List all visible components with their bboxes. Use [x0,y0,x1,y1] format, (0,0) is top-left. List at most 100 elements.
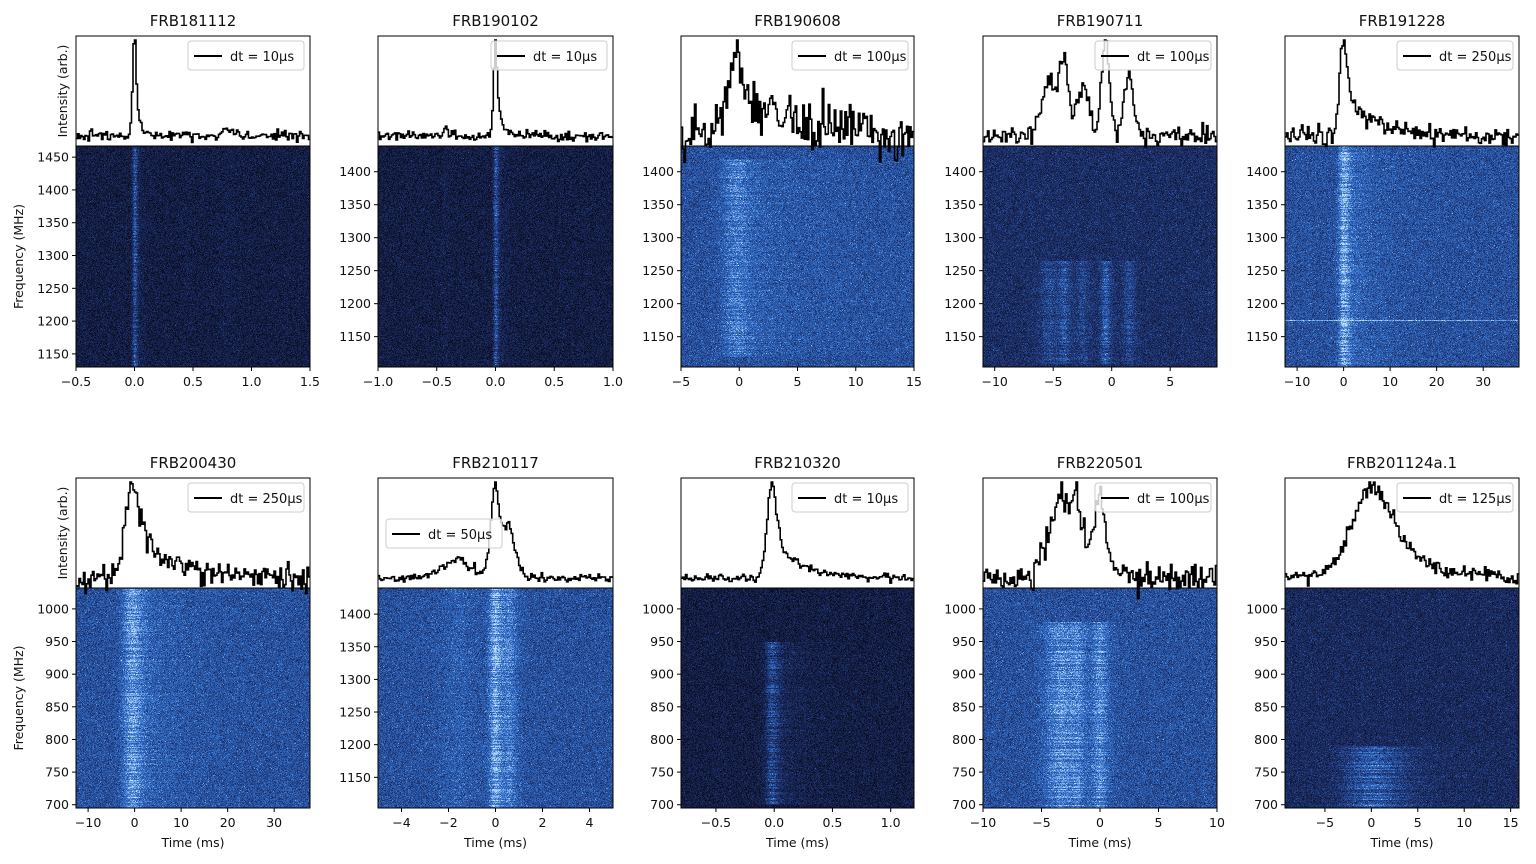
x-tick-label: −0.5 [61,374,91,389]
panel-frb190711: dt = 100μs FRB190711 −10 −5 0 5 1400 1350 1300 12… [944,12,1218,389]
profile-line [378,481,613,583]
y-tick-label: 1250 [1246,263,1278,278]
y-tick-label: 800 [45,732,69,747]
y-tick-label: 1200 [339,737,371,752]
profile-line [681,39,914,164]
y-tick-label: 1300 [339,230,371,245]
profile-y-axis-label: Intensity (arb.) [55,487,70,580]
y-tick-label: 1150 [642,329,674,344]
y-tick-label: 950 [952,634,976,649]
spectrum-frame [1284,587,1520,809]
panel-title: FRB210320 [754,454,841,472]
profile-y-axis-label: Intensity (arb.) [55,45,70,138]
y-tick-label: 1300 [944,230,976,245]
legend: dt = 100μs [1094,482,1212,513]
y-tick-label: 850 [45,699,69,714]
legend-label: dt = 10μs [230,50,294,65]
panel-title: FRB220501 [1057,454,1144,472]
x-tick-label: 0.5 [823,815,843,830]
legend-label: dt = 100μs [1137,50,1210,65]
legend: dt = 10μs [187,40,305,71]
spectrum-frame [75,587,311,809]
y-tick-label: 1200 [944,296,976,311]
legend: dt = 100μs [1094,40,1212,71]
panel-title: FRB201124a.1 [1347,454,1457,472]
panel-title: FRB181112 [150,12,237,30]
legend-label: dt = 50μs [428,528,492,543]
legend-label: dt = 10μs [834,492,898,507]
y-tick-label: 1300 [642,230,674,245]
legend-box [385,518,503,549]
y-tick-label: 1350 [1246,197,1278,212]
y-tick-label: 900 [952,667,976,682]
y-tick-label: 1000 [944,601,976,616]
panel-frb220501: dt = 100μs FRB220501 −10 −5 0 5 10 1000 950 900 85… [944,454,1225,850]
x-tick-label: 0 [492,815,500,830]
x-tick-label: 10 [1209,815,1225,830]
x-tick-label: 1.0 [603,374,623,389]
y-tick-label: 800 [952,732,976,747]
x-tick-label: 5 [1414,815,1422,830]
legend-label: dt = 250μs [1439,50,1512,65]
y-tick-label: 700 [1254,797,1278,812]
panel-title: FRB200430 [150,454,237,472]
x-tick-label: −10 [982,374,1008,389]
y-tick-label: 700 [45,797,69,812]
panel-frb210320: dt = 10μs FRB210320 −0.5 0.0 0.5 1.0 1000 950 90… [642,454,915,850]
x-tick-label: 30 [266,815,282,830]
panel-frb181112: dt = 10μs FRB181112 −0.5 0.0 0.5 1.0 1.5 1450 14… [11,12,320,389]
legend: dt = 10μs [490,40,608,71]
y-tick-label: 750 [952,765,976,780]
x-tick-label: 15 [1503,815,1519,830]
legend: dt = 100μs [791,40,909,71]
x-tick-label: 1.0 [881,815,901,830]
profile-line [983,39,1217,148]
y-tick-label: 850 [1254,699,1278,714]
y-tick-label: 950 [45,634,69,649]
x-tick-label: 0 [1096,815,1104,830]
legend: dt = 250μs [1396,40,1514,71]
y-tick-label: 1150 [37,346,69,361]
x-tick-label: 20 [220,815,236,830]
x-tick-label: 5 [794,374,802,389]
x-axis-label: Time (ms) [765,835,829,850]
x-tick-label: 10 [848,374,864,389]
y-tick-label: 1150 [339,770,371,785]
profile-line [1285,39,1519,148]
y-tick-label: 1150 [944,329,976,344]
y-tick-label: 1200 [339,296,371,311]
y-tick-label: 850 [650,699,674,714]
legend-box [1396,40,1514,71]
y-tick-label: 950 [1254,634,1278,649]
y-tick-label: 900 [1254,667,1278,682]
legend-box [490,40,608,71]
legend: dt = 10μs [791,482,909,513]
x-tick-label: 1.0 [242,374,262,389]
y-tick-label: 1250 [944,263,976,278]
y-tick-label: 700 [650,797,674,812]
panel-frb201124a.1: dt = 125μs FRB201124a.1 −5 0 5 10 15 1000 950 900… [1246,454,1520,850]
x-tick-label: 10 [173,815,189,830]
spectrum-frame [377,145,614,368]
x-tick-label: 0.0 [486,374,506,389]
spectrum-frame [680,587,915,809]
x-axis-label: Time (ms) [1369,835,1433,850]
y-tick-label: 1400 [339,607,371,622]
panel-frb200430: dt = 250μs FRB200430 −10 0 10 20 30 1000 950 900 8… [11,454,311,850]
x-tick-label: 0.5 [183,374,203,389]
profile-line [681,481,914,584]
panel-frb190608: dt = 100μs FRB190608 −5 0 5 10 15 1400 1350 1300 1… [642,12,922,389]
y-tick-label: 900 [650,667,674,682]
x-tick-label: 4 [586,815,594,830]
dynamic-spectrum-frb190608 [681,146,914,367]
legend-label: dt = 250μs [230,492,303,507]
dynamic-spectrum-frb201124a.1 [1285,588,1519,808]
legend-box [187,482,305,513]
y-tick-label: 1450 [37,150,69,165]
legend-box [1094,40,1212,71]
panel-frb210117: dt = 50μs FRB210117 −4 −2 0 2 4 1400 1350 1300 125… [339,454,614,850]
y-tick-label: 850 [952,699,976,714]
legend: dt = 250μs [187,482,305,513]
y-tick-label: 1350 [339,639,371,654]
